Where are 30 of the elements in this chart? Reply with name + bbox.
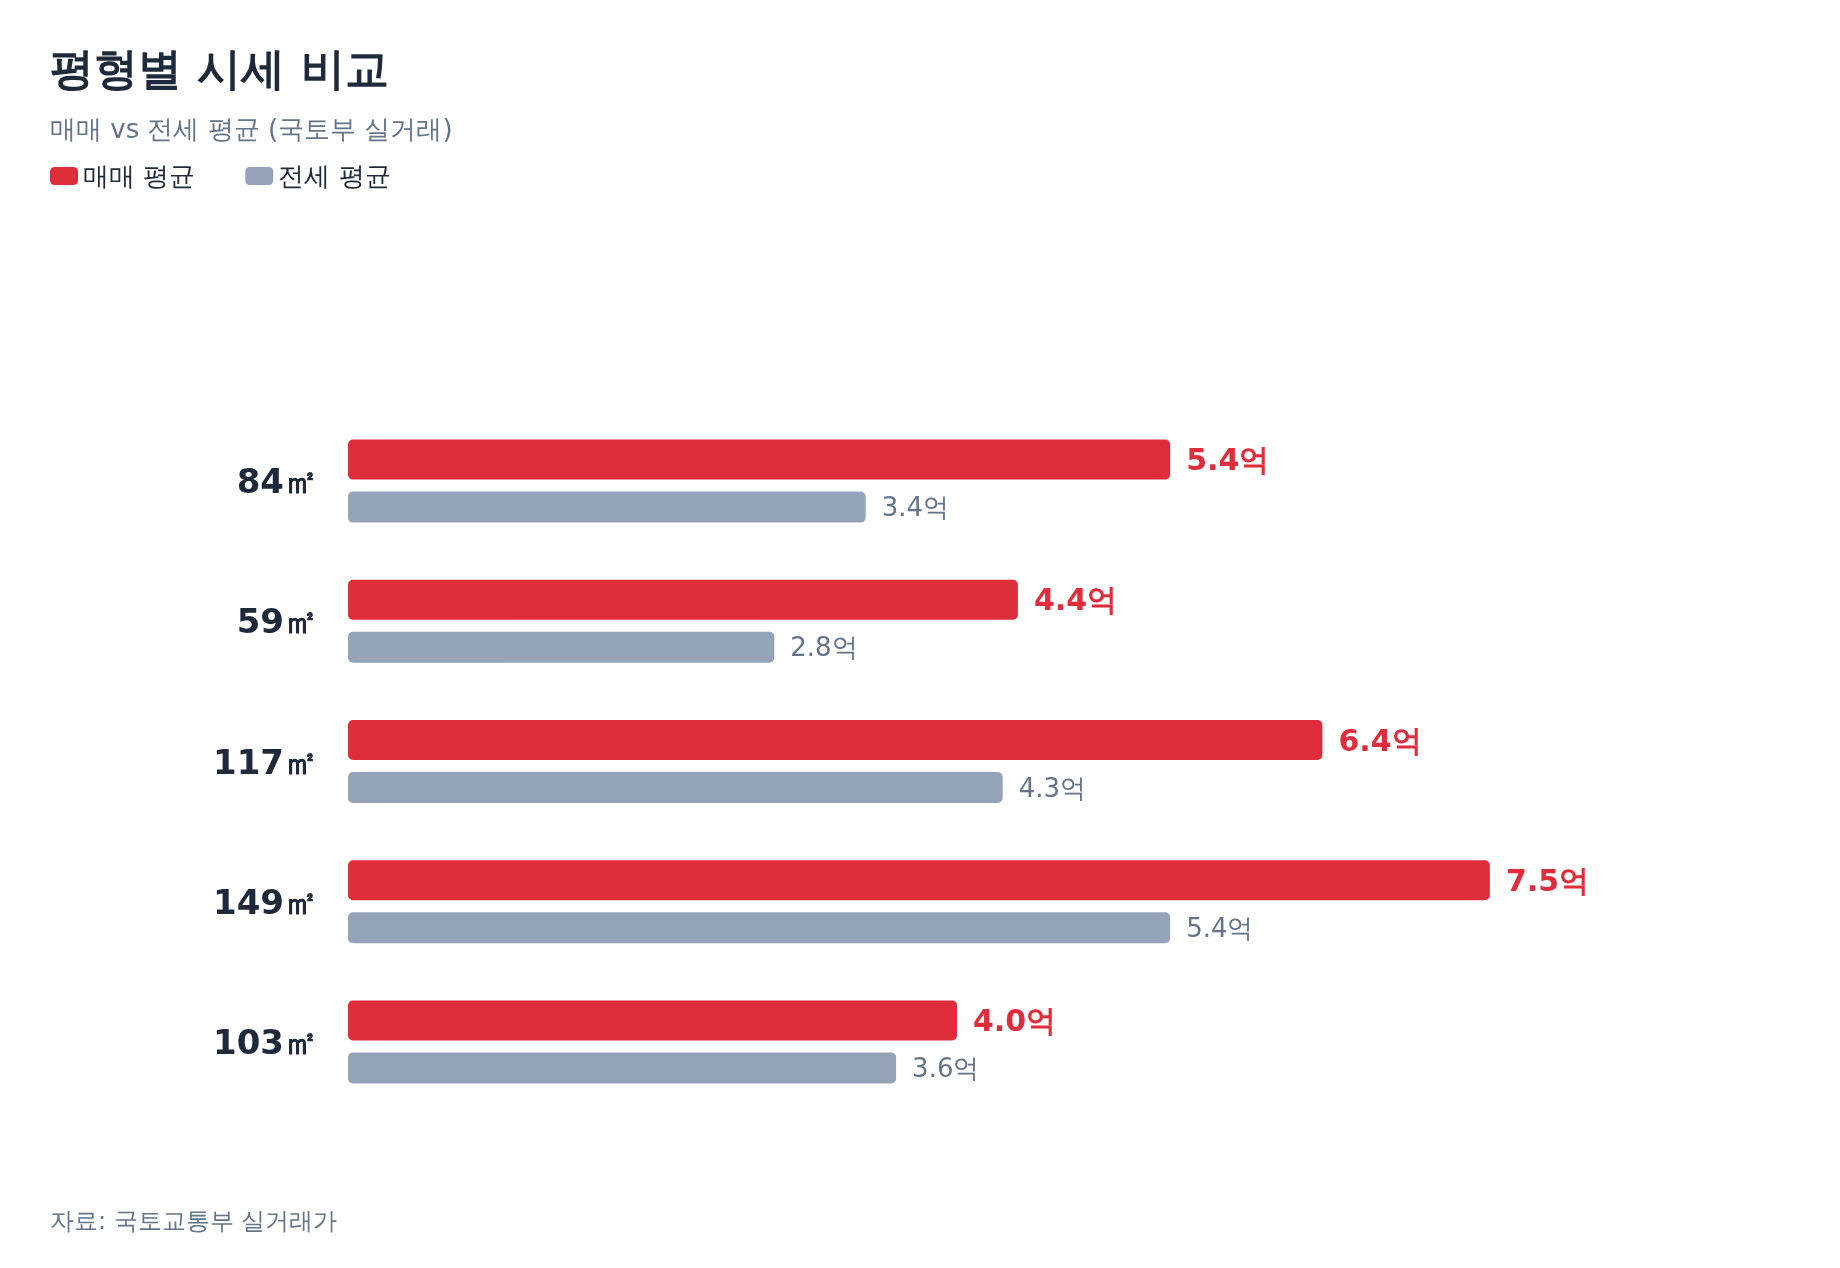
y-tick-label: 59㎡	[236, 601, 318, 642]
chart-title: 평형별 시세 비교	[50, 42, 389, 96]
chart-subtitle: 매매 vs 전세 평균 (국토부 실거래)	[50, 113, 453, 146]
data-label: 4.3억	[1018, 772, 1087, 803]
bar	[348, 439, 1171, 480]
bar	[348, 579, 1018, 620]
bar	[348, 1052, 897, 1084]
bar	[348, 720, 1323, 760]
data-label: 5.4억	[1186, 912, 1254, 943]
bar	[348, 772, 1003, 803]
data-label: 7.5억	[1505, 862, 1590, 898]
legend-label: 매매 평균	[83, 161, 196, 191]
data-label: 4.0억	[973, 1002, 1057, 1038]
data-label: 4.4억	[1033, 582, 1118, 618]
y-tick-label: 84㎡	[236, 461, 318, 502]
data-label: 3.6억	[912, 1052, 980, 1083]
legend-label: 전세 평균	[278, 161, 391, 191]
bar	[348, 860, 1490, 901]
data-label: 3.4억	[881, 492, 950, 523]
data-label: 6.4억	[1338, 722, 1422, 758]
text: 자료: 국토교통부 실거래가	[50, 1206, 338, 1237]
y-tick-label: 103㎡	[213, 1021, 318, 1062]
y-tick-label: 149㎡	[213, 881, 318, 922]
data-label: 5.4억	[1186, 442, 1270, 478]
data-label: 2.8억	[790, 632, 858, 663]
bar	[348, 912, 1171, 944]
bar	[348, 631, 775, 663]
y-tick-label: 117㎡	[213, 741, 318, 782]
bar	[348, 1000, 957, 1041]
bar	[348, 491, 866, 523]
